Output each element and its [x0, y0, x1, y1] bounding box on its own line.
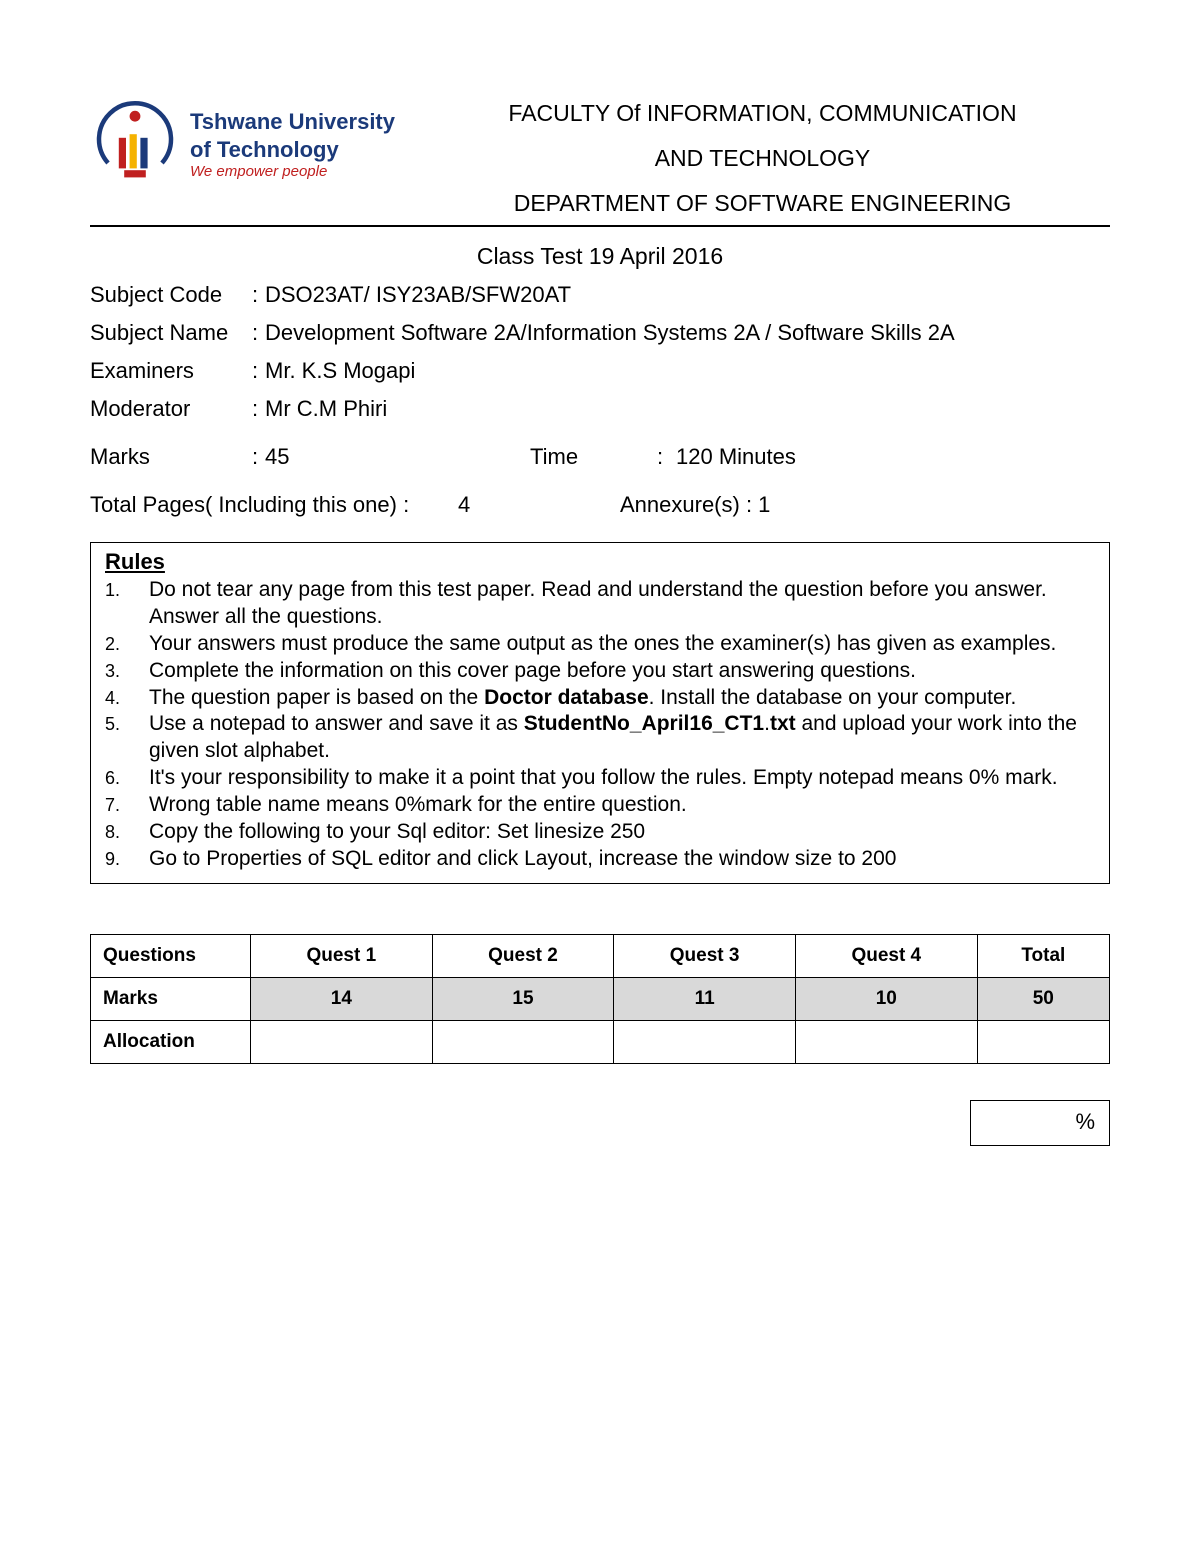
marks-cell: 50 [977, 977, 1109, 1020]
marks-header-cell: Total [977, 934, 1109, 977]
rule-text: Your answers must produce the same outpu… [149, 631, 1095, 658]
pages-annexure-row: Total Pages( Including this one) : 4 Ann… [90, 492, 1110, 518]
rules-box: Rules Do not tear any page from this tes… [90, 542, 1110, 884]
rule-item: It's your responsibility to make it a po… [105, 765, 1095, 792]
university-logo-icon [90, 100, 180, 190]
rule-text: It's your responsibility to make it a po… [149, 765, 1095, 792]
moderator-value: Mr C.M Phiri [265, 396, 387, 422]
logo-text: Tshwane University of Technology We empo… [190, 108, 395, 182]
document-header: Tshwane University of Technology We empo… [90, 100, 1110, 227]
annexure-label: Annexure(s) : [620, 492, 752, 518]
marks-cell: 14 [251, 977, 433, 1020]
marks-header-cell: Quest 3 [614, 934, 796, 977]
rule-item: Go to Properties of SQL editor and click… [105, 846, 1095, 873]
logo-tagline: We empower people [190, 163, 395, 182]
logo-uni-line1: Tshwane University [190, 108, 395, 136]
rule-item: Use a notepad to answer and save it as S… [105, 711, 1095, 765]
marks-value: 45 [265, 444, 289, 470]
marks-cell [977, 1020, 1109, 1063]
marks-header-cell: Quest 1 [251, 934, 433, 977]
marks-row-label: Allocation [91, 1020, 251, 1063]
rule-item: Your answers must produce the same outpu… [105, 631, 1095, 658]
marks-cell: 11 [614, 977, 796, 1020]
time-label: Time [530, 444, 650, 470]
marks-time-row: Marks : 45 Time : 120 Minutes [90, 444, 1110, 470]
marks-label: Marks [90, 444, 245, 470]
rule-item: The question paper is based on the Docto… [105, 685, 1095, 712]
rule-text: Wrong table name means 0%mark for the en… [149, 792, 1095, 819]
subject-code-value: DSO23AT/ ISY23AB/SFW20AT [265, 282, 571, 308]
rule-text: The question paper is based on the Docto… [149, 685, 1095, 712]
moderator-label: Moderator [90, 396, 245, 422]
marks-row: Marks1415111050 [91, 977, 1110, 1020]
marks-cell [432, 1020, 614, 1063]
marks-header-cell: Questions [91, 934, 251, 977]
faculty-block: FACULTY Of INFORMATION, COMMUNICATION AN… [415, 100, 1110, 217]
marks-cell [795, 1020, 977, 1063]
marks-cell [251, 1020, 433, 1063]
percent-box: % [970, 1100, 1110, 1146]
rule-text: Copy the following to your Sql editor: S… [149, 819, 1095, 846]
faculty-line2: AND TECHNOLOGY [415, 145, 1110, 172]
marks-cell: 15 [432, 977, 614, 1020]
subject-code-row: Subject Code : DSO23AT/ ISY23AB/SFW20AT [90, 282, 1110, 308]
annexure-value: 1 [752, 492, 770, 518]
examiners-label: Examiners [90, 358, 245, 384]
rules-heading: Rules [105, 549, 1095, 575]
rule-text: Complete the information on this cover p… [149, 658, 1095, 685]
marks-header-cell: Quest 2 [432, 934, 614, 977]
subject-name-value: Development Software 2A/Information Syst… [265, 320, 955, 346]
marks-row-label: Marks [91, 977, 251, 1020]
examiners-row: Examiners : Mr. K.S Mogapi [90, 358, 1110, 384]
department-line: DEPARTMENT OF SOFTWARE ENGINEERING [415, 190, 1110, 217]
logo-block: Tshwane University of Technology We empo… [90, 100, 415, 190]
subject-code-label: Subject Code [90, 282, 245, 308]
logo-uni-line2: of Technology [190, 136, 395, 164]
total-pages-label: Total Pages( Including this one) : [90, 492, 430, 518]
rule-text: Go to Properties of SQL editor and click… [149, 846, 1095, 873]
marks-header-cell: Quest 4 [795, 934, 977, 977]
marks-table: QuestionsQuest 1Quest 2Quest 3Quest 4Tot… [90, 934, 1110, 1064]
subject-name-row: Subject Name : Development Software 2A/I… [90, 320, 1110, 346]
rule-item: Wrong table name means 0%mark for the en… [105, 792, 1095, 819]
faculty-line1: FACULTY Of INFORMATION, COMMUNICATION [415, 100, 1110, 127]
total-pages-value: 4 [430, 492, 470, 518]
percent-symbol: % [1075, 1109, 1095, 1134]
subject-name-label: Subject Name [90, 320, 245, 346]
rule-item: Do not tear any page from this test pape… [105, 577, 1095, 631]
test-title: Class Test 19 April 2016 [90, 243, 1110, 270]
marks-cell: 10 [795, 977, 977, 1020]
moderator-row: Moderator : Mr C.M Phiri [90, 396, 1110, 422]
examiners-value: Mr. K.S Mogapi [265, 358, 415, 384]
marks-table-header-row: QuestionsQuest 1Quest 2Quest 3Quest 4Tot… [91, 934, 1110, 977]
marks-cell [614, 1020, 796, 1063]
marks-table-body: Marks1415111050Allocation [91, 977, 1110, 1063]
rule-item: Complete the information on this cover p… [105, 658, 1095, 685]
rule-text: Use a notepad to answer and save it as S… [149, 711, 1095, 765]
marks-row: Allocation [91, 1020, 1110, 1063]
rules-list: Do not tear any page from this test pape… [105, 577, 1095, 873]
rule-text: Do not tear any page from this test pape… [149, 577, 1095, 631]
time-value: 120 Minutes [670, 444, 796, 470]
rule-item: Copy the following to your Sql editor: S… [105, 819, 1095, 846]
